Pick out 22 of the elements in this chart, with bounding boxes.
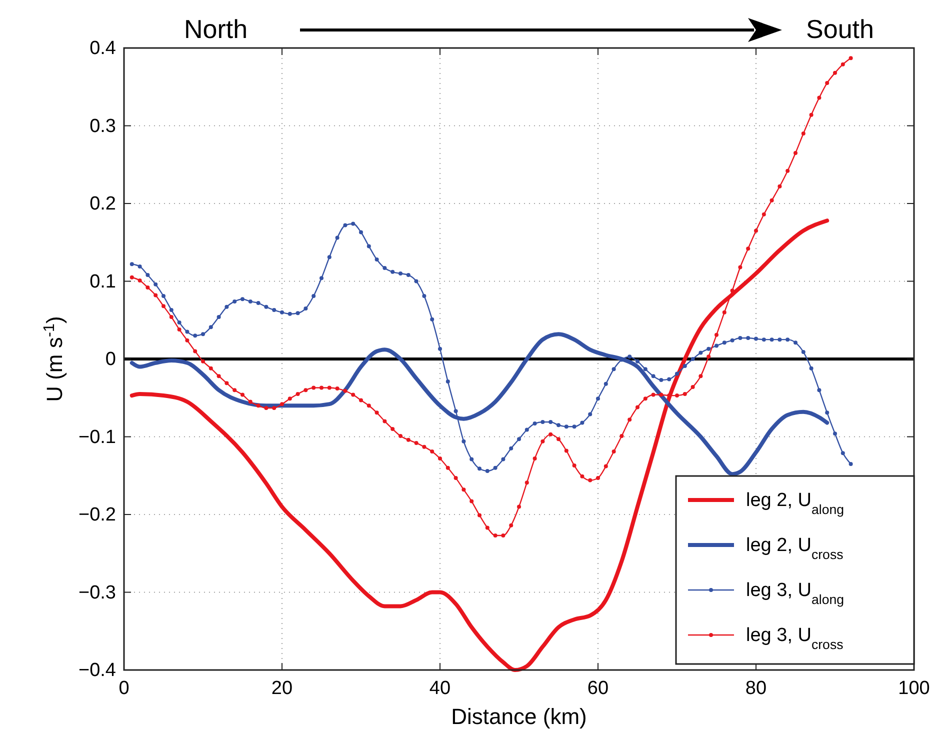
x-tick-label: 0 bbox=[118, 678, 130, 699]
y-tick-label: −0.2 bbox=[78, 504, 116, 526]
y-tick-label: 0.2 bbox=[90, 194, 116, 214]
y-tick-label: −0.3 bbox=[78, 582, 116, 604]
legend-label: leg 3, U$_{along}$ bbox=[746, 580, 844, 606]
text: North bbox=[184, 14, 248, 44]
y-tick-label: −0.4 bbox=[78, 660, 116, 681]
x-tick-label: 20 bbox=[271, 678, 293, 699]
x-tick-label: 60 bbox=[587, 678, 609, 699]
legend-label: leg 2, U$_{cross}$ bbox=[746, 535, 844, 562]
legend-label: leg 2, U$_{along}$ bbox=[746, 490, 844, 516]
legend-label: leg 3, U$_{cross}$ bbox=[746, 625, 844, 652]
x-axis-title: Distance (km) bbox=[451, 704, 587, 729]
x-tick-label: 40 bbox=[429, 678, 451, 699]
y-tick-label: 0.1 bbox=[90, 271, 116, 292]
x-tick-label: 100 bbox=[898, 678, 930, 699]
y-tick-label: 0.4 bbox=[90, 38, 116, 59]
text: South bbox=[806, 14, 874, 44]
x-tick-label: 80 bbox=[745, 678, 767, 699]
y-tick-label: −0.1 bbox=[78, 426, 116, 448]
y-tick-label: 0 bbox=[105, 349, 116, 370]
y-tick-label: 0.3 bbox=[90, 116, 116, 137]
